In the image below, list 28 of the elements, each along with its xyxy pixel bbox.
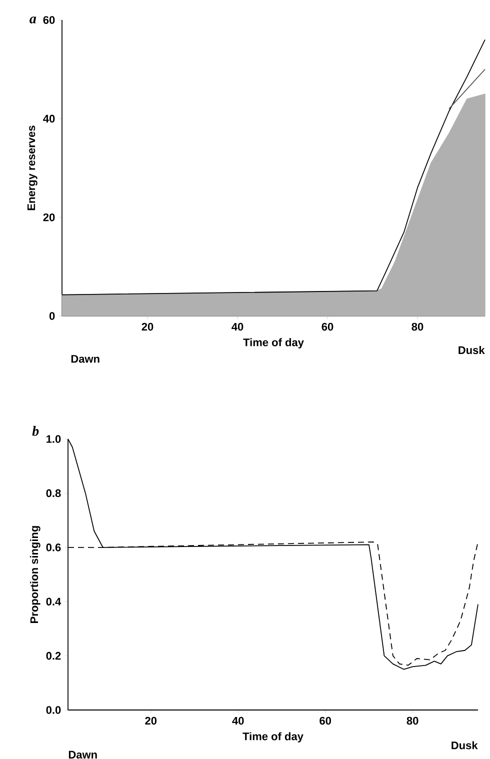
x-tick-label: 60 [320,716,331,725]
x-tick-label: 60 [322,322,334,331]
text: b [32,426,39,436]
y-tick-label: 40 [43,114,55,123]
y-tick-label: 60 [43,16,55,24]
x-axis-title: Time of day [243,338,304,348]
y-tick-label: 0 [49,312,55,320]
y-tick-label: 0.6 [46,544,61,552]
x-tick-label: 40 [232,716,244,725]
y-axis-title: Energy reserves [27,126,38,210]
text: Dusk [452,741,478,750]
text: a [30,16,36,24]
x-tick-label: 20 [145,716,157,725]
x-axis-title: Time of day [242,732,304,742]
y-tick-label: 0.4 [46,598,62,606]
text: Dawn [71,355,100,363]
y-tick-label: 0.8 [46,489,61,498]
x-tick-label: 80 [406,716,418,725]
text: Dusk [458,346,485,354]
y-tick-label: 20 [43,213,55,222]
text: Dawn [68,750,97,759]
x-tick-label: 20 [142,322,154,331]
x-tick-label: 80 [412,322,424,331]
y-axis-title: Proportion singing [30,526,40,623]
y-tick-label: 0.0 [46,706,61,714]
y-tick-label: 0.2 [46,652,61,660]
x-tick-label: 40 [232,322,244,331]
y-tick-label: 1.0 [46,435,61,443]
